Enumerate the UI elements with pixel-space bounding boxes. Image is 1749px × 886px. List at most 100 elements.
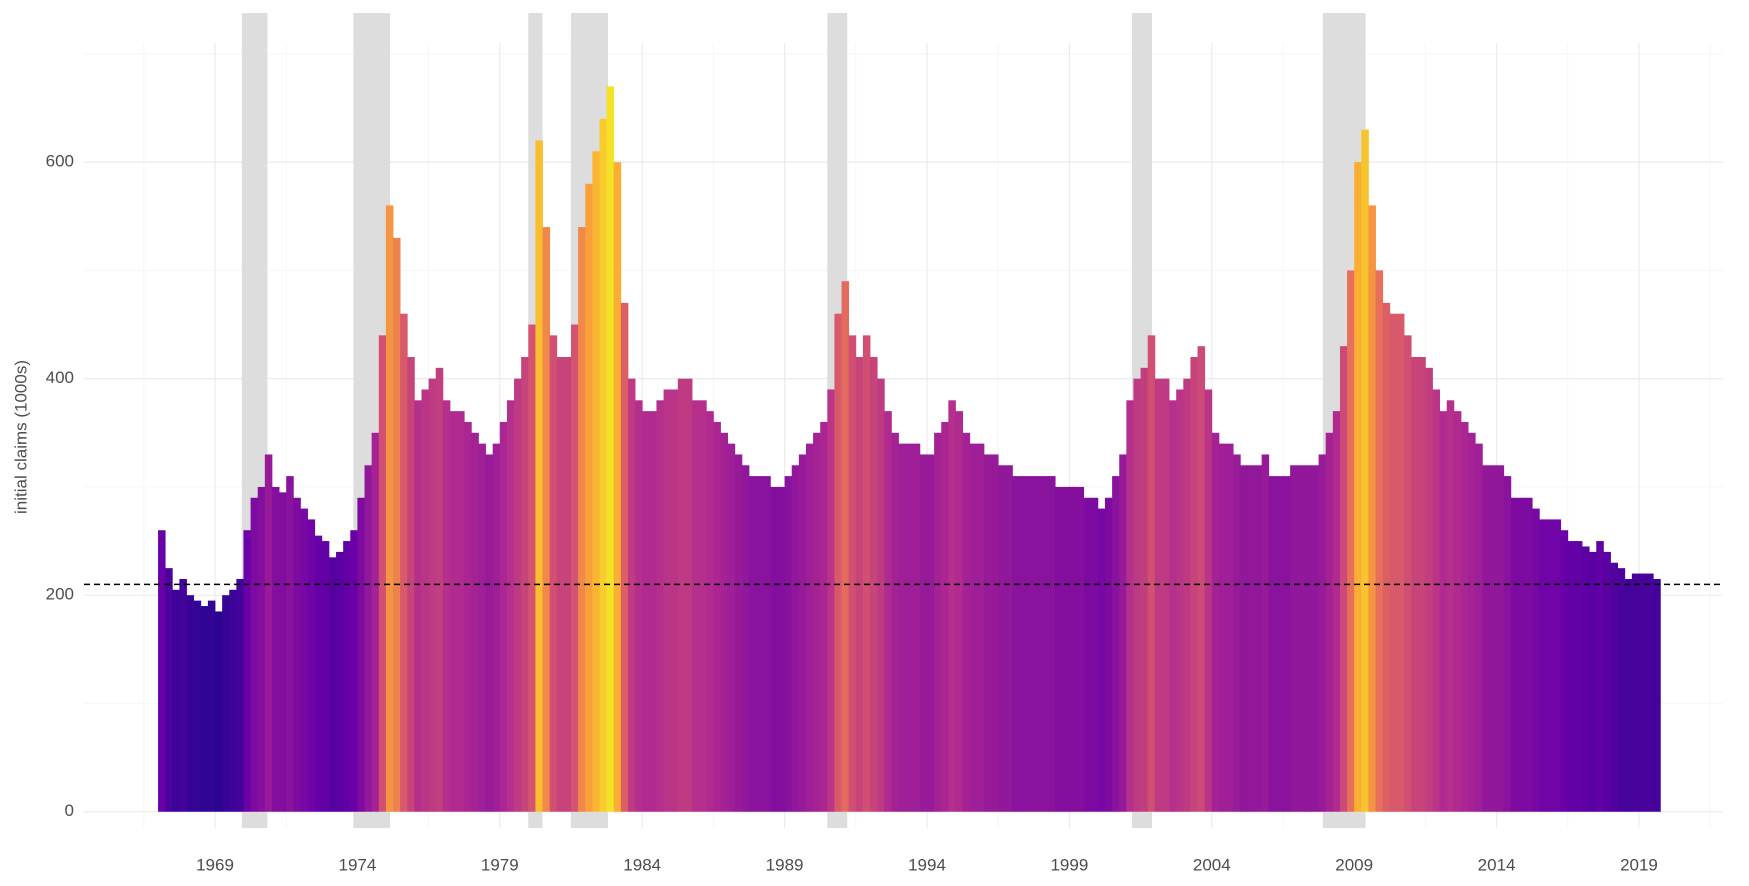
bar (877, 378, 885, 812)
bar (1425, 367, 1433, 812)
bar (179, 578, 187, 812)
bar (1503, 476, 1512, 812)
bar (1439, 411, 1448, 812)
bar (172, 589, 180, 812)
bar (962, 432, 971, 812)
bar (599, 118, 608, 812)
bar (891, 432, 899, 812)
bar (1290, 465, 1298, 812)
bar (983, 454, 992, 812)
bar (969, 443, 978, 812)
bar (257, 486, 266, 812)
bar (1382, 302, 1391, 812)
bar (1026, 476, 1035, 812)
bar (1318, 454, 1327, 812)
bar (1247, 465, 1255, 812)
bar (1211, 432, 1220, 812)
bar (442, 400, 451, 812)
bar (699, 400, 707, 812)
bar (756, 476, 764, 812)
bar (1233, 454, 1241, 812)
bar (884, 411, 892, 812)
bar (791, 465, 800, 812)
bar (350, 530, 358, 812)
bar (1297, 465, 1305, 812)
x-tick-label: 1984 (623, 855, 661, 874)
bar (948, 400, 956, 812)
bar (1460, 421, 1469, 812)
bar (1048, 476, 1056, 812)
bar (1261, 454, 1270, 812)
bar (407, 357, 415, 812)
bar (777, 486, 785, 812)
y-tick-label: 400 (46, 368, 74, 387)
bar (449, 411, 458, 812)
bar (1140, 367, 1149, 812)
bar (1226, 443, 1234, 812)
y-tick-label: 600 (46, 152, 74, 171)
bar (1090, 497, 1099, 812)
bar (1332, 411, 1341, 812)
bar (585, 183, 593, 812)
bar (1631, 573, 1640, 812)
bar (1325, 432, 1334, 812)
bar (428, 378, 437, 812)
bar (186, 595, 195, 812)
bar (158, 530, 166, 812)
bar (1418, 357, 1426, 812)
bar (499, 421, 508, 812)
bar (898, 443, 907, 812)
bar (1112, 476, 1120, 812)
bar (1183, 378, 1191, 812)
bar (1432, 389, 1441, 812)
bar (264, 454, 273, 812)
y-tick-label: 200 (46, 585, 74, 604)
bar (1638, 573, 1647, 812)
bar (1005, 465, 1013, 812)
bar (464, 421, 472, 812)
bar (364, 465, 373, 812)
x-tick-label: 1974 (338, 855, 376, 874)
bar (1169, 400, 1177, 812)
bar (1076, 486, 1085, 812)
bar (215, 611, 223, 812)
bar (1582, 546, 1590, 812)
bar (1311, 465, 1319, 812)
bar (222, 595, 230, 812)
bar (1218, 443, 1227, 812)
bar (941, 421, 949, 812)
bar (243, 530, 252, 812)
bar (1240, 465, 1248, 812)
bar (1154, 378, 1163, 812)
bar (763, 476, 771, 812)
bar (1375, 270, 1384, 812)
bar (1282, 476, 1291, 812)
bar (343, 541, 351, 812)
bar (934, 432, 942, 812)
bar (919, 454, 928, 812)
bar (1133, 378, 1141, 812)
bar (955, 411, 963, 812)
bar (770, 486, 778, 812)
x-tick-label: 1999 (1050, 855, 1088, 874)
bar (627, 378, 636, 812)
bar (592, 151, 600, 812)
bar (926, 454, 935, 812)
x-tick-label: 2019 (1620, 855, 1658, 874)
bar (1517, 497, 1526, 812)
bar (528, 324, 536, 812)
bar (471, 432, 479, 812)
y-tick-label: 0 (65, 801, 74, 820)
bar (862, 335, 871, 812)
bar (1546, 519, 1554, 812)
bar (578, 227, 586, 812)
bar (805, 443, 814, 812)
x-tick-label: 1979 (481, 855, 519, 874)
bar (656, 400, 664, 812)
bar (813, 432, 821, 812)
bar (1589, 551, 1597, 812)
bar (1489, 465, 1497, 812)
bar (834, 313, 842, 812)
bar (1574, 541, 1583, 812)
